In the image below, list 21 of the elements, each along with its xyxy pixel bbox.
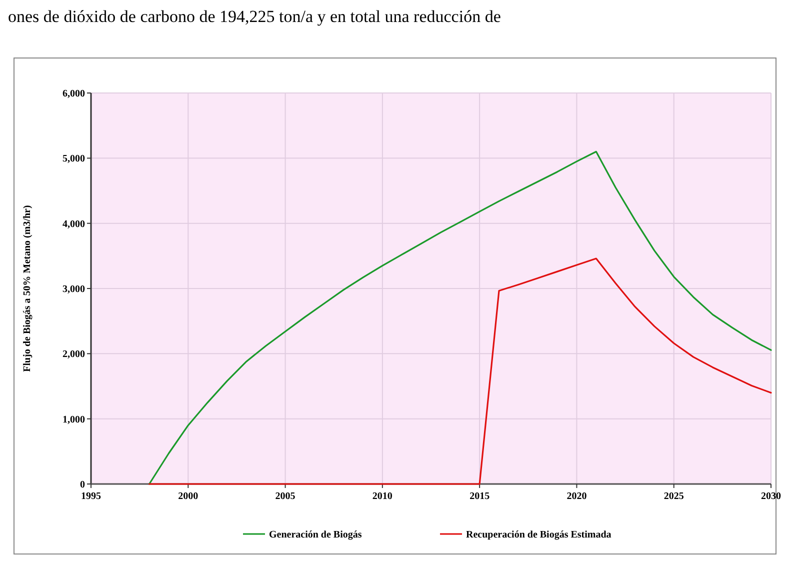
y-tick-label: 5,000	[62, 154, 85, 165]
y-tick-label: 4,000	[62, 218, 85, 230]
line-series	[148, 258, 772, 485]
legend-label: Generación de Biogás	[269, 530, 362, 540]
x-tick-label: 2030	[761, 491, 781, 502]
x-tick-label: 2010	[372, 491, 392, 502]
y-axis-title: Flujo de Biogás a 50% Metano (m3/hr)	[22, 205, 33, 372]
x-tick-label: 2005	[275, 491, 296, 502]
y-tick-label: 2,000	[62, 349, 85, 360]
x-tick-label: 2020	[566, 491, 587, 502]
x-tick-label: 2025	[664, 491, 684, 502]
x-tick-label: 2015	[470, 491, 490, 502]
y-tick-label: 6,000	[62, 88, 85, 100]
x-tick-label: 2000	[178, 491, 198, 502]
line-series	[148, 150, 772, 485]
text: ones de dióxido de carbono de 194,225 ton/a y en total una reducción de	[8, 7, 501, 26]
y-tick-label: 0	[80, 480, 85, 490]
x-tick-label: 1995	[81, 491, 101, 502]
y-tick-label: 1,000	[62, 414, 85, 426]
legend-label: Recuperación de Biogás Estimada	[466, 530, 612, 540]
y-tick-label: 3,000	[62, 284, 85, 295]
